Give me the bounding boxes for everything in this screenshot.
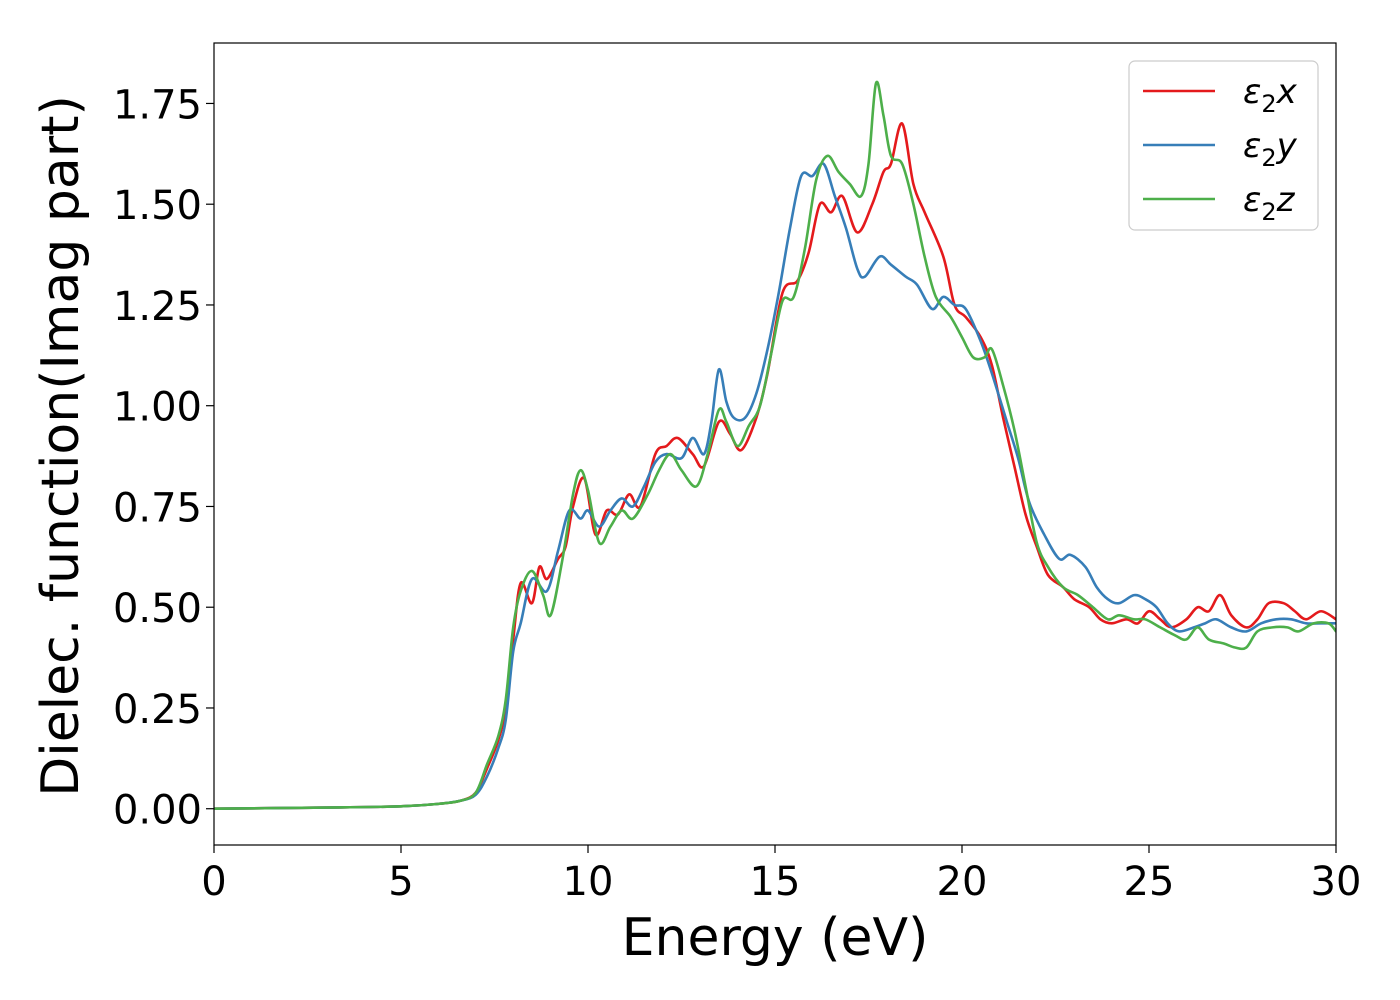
x-tick-label: 20 xyxy=(937,859,988,905)
legend-subscript: 2 xyxy=(1261,90,1276,118)
series-line-z xyxy=(214,80,1336,811)
x-axis-label: Energy (eV) xyxy=(622,908,929,968)
y-tick-label: 1.75 xyxy=(113,82,202,128)
x-tick-label: 5 xyxy=(388,859,413,905)
y-tick-label: 0.00 xyxy=(113,788,202,834)
legend-symbol: ε xyxy=(1243,72,1261,112)
legend-variable: x xyxy=(1276,72,1298,112)
legend-subscript: 2 xyxy=(1261,198,1276,226)
y-axis-label: Dielec. function(Imag part) xyxy=(31,95,91,797)
y-tick-label: 1.50 xyxy=(113,183,202,229)
series-lines xyxy=(214,80,1336,811)
legend-symbol: ε xyxy=(1243,180,1261,220)
x-tick-label: 10 xyxy=(563,859,614,905)
legend-label-z: ε2z xyxy=(1243,180,1296,226)
x-tick-label: 25 xyxy=(1124,859,1175,905)
legend-label-x: ε2x xyxy=(1243,72,1298,118)
y-tick-label: 0.50 xyxy=(113,586,202,632)
y-tick-label: 0.75 xyxy=(113,485,202,531)
series-line-y xyxy=(214,162,1336,811)
legend-box xyxy=(1128,60,1319,231)
y-tick-label: 1.00 xyxy=(113,385,202,431)
x-tick-label: 0 xyxy=(201,859,226,905)
legend-variable: y xyxy=(1276,126,1298,166)
x-tick-label: 15 xyxy=(750,859,801,905)
legend-label-y: ε2y xyxy=(1243,126,1298,172)
legend-variable: z xyxy=(1276,180,1296,220)
plot-frame xyxy=(213,42,1337,846)
x-axis-ticks: 0 5 10 15 20 25 30 xyxy=(201,845,1361,905)
x-tick-label: 30 xyxy=(1311,859,1362,905)
y-tick-label: 1.25 xyxy=(113,284,202,330)
legend-subscript: 2 xyxy=(1261,144,1276,172)
legend-symbol: ε xyxy=(1243,126,1261,166)
y-axis-ticks: 0.00 0.25 0.50 0.75 1.00 1.25 1.50 1.75 xyxy=(113,82,214,834)
y-tick-label: 0.25 xyxy=(113,687,202,733)
